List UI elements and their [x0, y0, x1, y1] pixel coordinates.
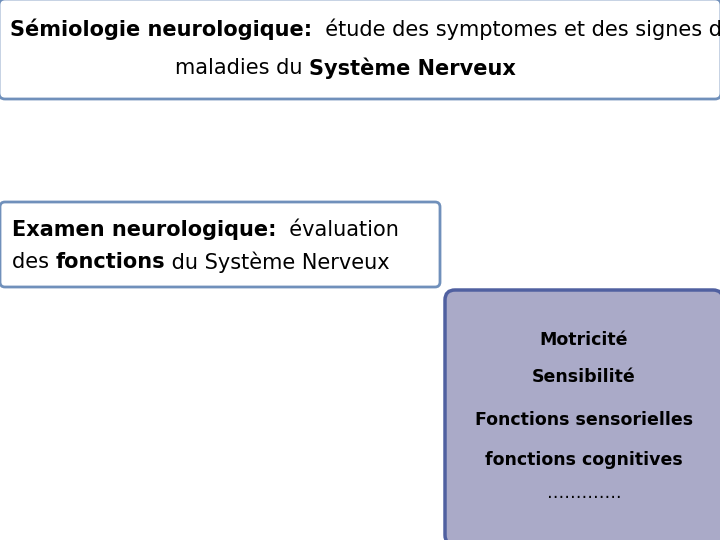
- Text: fonctions cognitives: fonctions cognitives: [485, 451, 683, 469]
- Text: maladies du: maladies du: [175, 58, 309, 78]
- Text: évaluation: évaluation: [276, 220, 400, 240]
- Text: fonctions: fonctions: [55, 252, 166, 272]
- Text: Sensibilité: Sensibilité: [532, 368, 636, 386]
- Text: Fonctions sensorielles: Fonctions sensorielles: [475, 411, 693, 429]
- Text: ………….: ………….: [546, 484, 621, 502]
- FancyBboxPatch shape: [445, 290, 720, 540]
- Text: Sémiologie neurologique:: Sémiologie neurologique:: [10, 18, 312, 40]
- Text: Examen neurologique:: Examen neurologique:: [12, 220, 276, 240]
- Text: Système Nerveux: Système Nerveux: [309, 57, 516, 79]
- Text: Motricité: Motricité: [540, 331, 629, 349]
- FancyBboxPatch shape: [0, 0, 720, 99]
- Text: étude des symptomes et des signes des: étude des symptomes et des signes des: [312, 18, 720, 40]
- Text: du Système Nerveux: du Système Nerveux: [166, 251, 390, 273]
- Text: des: des: [12, 252, 55, 272]
- FancyBboxPatch shape: [0, 202, 440, 287]
